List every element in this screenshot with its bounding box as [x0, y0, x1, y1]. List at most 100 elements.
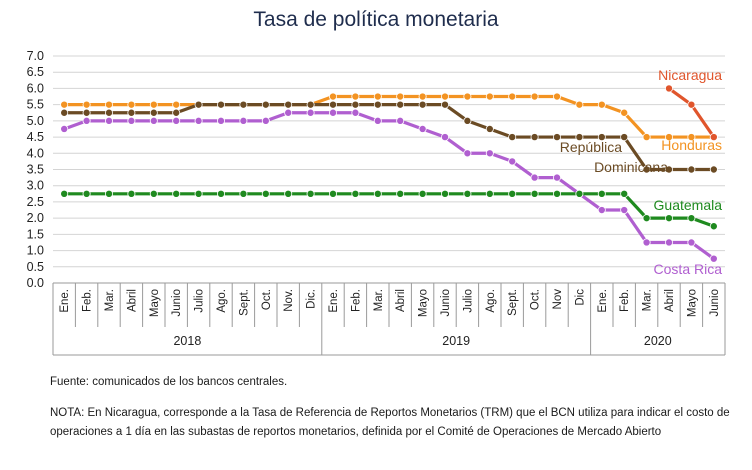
x-tick-label: Oct. [530, 289, 542, 310]
x-tick-label: Mar. [642, 289, 654, 311]
data-point [105, 100, 114, 109]
data-point [553, 189, 562, 198]
data-point [373, 189, 382, 198]
data-point [396, 100, 405, 109]
series-label: República [560, 139, 622, 155]
data-point [82, 108, 91, 117]
data-point [665, 165, 674, 174]
x-tick-label: Ago. [485, 289, 497, 313]
data-point [687, 100, 696, 109]
series-guatemala [60, 189, 718, 231]
data-point [239, 116, 248, 125]
x-tick-label: Junio [440, 289, 452, 317]
data-point [396, 92, 405, 101]
data-point [418, 124, 427, 133]
y-tick-label: 7.0 [27, 49, 44, 63]
data-point [530, 173, 539, 182]
data-point [553, 173, 562, 182]
data-point [463, 149, 472, 158]
data-point [597, 100, 606, 109]
series-rep-blica-dominicana [60, 100, 718, 174]
data-point [127, 100, 136, 109]
x-tick-label: Mayo [686, 289, 698, 317]
data-point [418, 189, 427, 198]
series-line [64, 94, 714, 139]
y-tick-label: 5.5 [27, 98, 44, 112]
data-point [485, 189, 494, 198]
data-point [463, 92, 472, 101]
y-tick-label: 6.5 [27, 65, 44, 79]
data-point [597, 189, 606, 198]
data-point [351, 189, 360, 198]
data-point [172, 108, 181, 117]
data-point [261, 100, 270, 109]
data-point [261, 116, 270, 125]
year-label: 2020 [644, 334, 672, 348]
data-point [149, 189, 158, 198]
series-label: Honduras [661, 137, 722, 153]
data-point [82, 189, 91, 198]
data-point [60, 100, 69, 109]
data-point [194, 100, 203, 109]
data-point [665, 84, 674, 93]
methodology-note: NOTA: En Nicaragua, corresponde a la Tas… [50, 407, 730, 438]
data-point [127, 189, 136, 198]
data-point [328, 92, 337, 101]
data-point [508, 133, 517, 142]
data-point [194, 116, 203, 125]
y-tick-label: 4.5 [27, 130, 44, 144]
data-point [620, 133, 629, 142]
x-tick-label: Julio [462, 289, 474, 313]
series-line [668, 87, 716, 138]
data-point [687, 238, 696, 247]
line-chart: 0.0 0.5 1.0 1.5 2.0 2.5 3.0 3.5 4.0 4.5 5.0 5.5 6.0 6… [27, 49, 726, 356]
data-point [396, 189, 405, 198]
data-point [373, 92, 382, 101]
data-point [597, 133, 606, 142]
y-tick-label: 3.5 [27, 163, 44, 177]
data-point [149, 116, 158, 125]
x-tick-label: Sept. [238, 289, 250, 316]
data-point [687, 214, 696, 223]
data-point [709, 133, 718, 142]
y-tick-label: 5.0 [27, 114, 44, 128]
data-point [149, 108, 158, 117]
data-point [306, 100, 315, 109]
x-tick-label: Junio [171, 289, 183, 317]
series-label: Dominicana [594, 159, 668, 175]
x-tick-label: Ene. [328, 289, 340, 313]
data-point [463, 189, 472, 198]
data-point [575, 189, 584, 198]
data-point [597, 206, 606, 215]
data-point [306, 108, 315, 117]
data-point [709, 254, 718, 263]
data-point [172, 116, 181, 125]
data-point [642, 214, 651, 223]
data-point [328, 189, 337, 198]
data-point [530, 133, 539, 142]
x-tick-label: Mayo [149, 289, 161, 317]
data-point [709, 165, 718, 174]
data-point [127, 116, 136, 125]
data-point [216, 116, 225, 125]
data-point [440, 189, 449, 198]
data-point [351, 108, 360, 117]
y-tick-label: 0.5 [27, 260, 44, 274]
data-point [440, 92, 449, 101]
source-note: Fuente: comunicados de los bancos centra… [50, 376, 288, 388]
data-point [575, 133, 584, 142]
data-point [82, 100, 91, 109]
data-point [642, 133, 651, 142]
series-costa-rica [60, 108, 718, 263]
data-point [508, 157, 517, 166]
data-point [239, 100, 248, 109]
series-honduras [60, 92, 718, 142]
data-point [239, 189, 248, 198]
data-point [194, 189, 203, 198]
data-point [485, 149, 494, 158]
data-point [172, 100, 181, 109]
x-tick-label: Julio [194, 289, 206, 313]
data-point [665, 133, 674, 142]
x-tick-label: Dic. [306, 289, 318, 309]
x-tick-label: Nov [552, 289, 564, 310]
